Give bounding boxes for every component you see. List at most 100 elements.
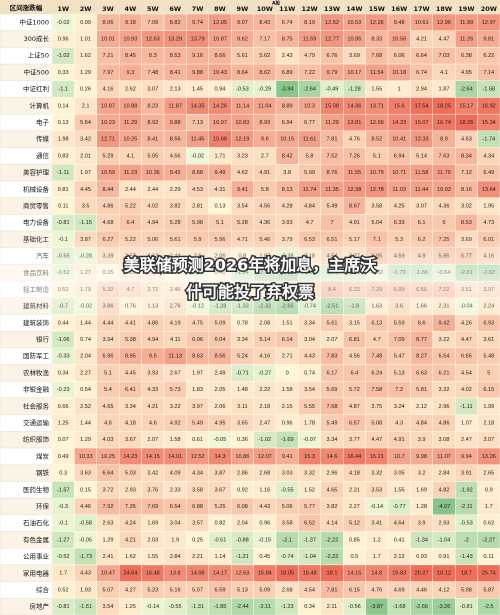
column-header: 12W <box>301 5 317 13</box>
cell-value: 3.63 <box>80 471 91 477</box>
cell-value: 14.23 <box>392 120 406 126</box>
cell-value: 2.96 <box>439 404 450 410</box>
cell-value: 8.41 <box>147 137 158 143</box>
cell-value: 16.92 <box>482 103 496 109</box>
cell-value: 9.18 <box>125 20 136 26</box>
cell-value: 3.9 <box>418 437 426 443</box>
cell-value: 4.09 <box>170 471 181 477</box>
row-label: 交通运输 <box>23 418 50 427</box>
corner-label: 区间涨跌幅 <box>10 3 43 12</box>
cell-value: -2.22 <box>326 554 339 560</box>
cell-value: 4.76 <box>371 587 382 593</box>
cell-value: 6.06 <box>394 53 405 59</box>
cell-value: 3.54 <box>237 203 248 209</box>
cell-value: 7.35 <box>125 504 136 510</box>
cell-value: -0.05 <box>214 437 227 443</box>
cell-value: 6.59 <box>215 587 226 593</box>
cell-value: 2.03 <box>147 537 158 543</box>
cell-value: -1.28 <box>348 87 361 93</box>
cell-value: 5.28 <box>170 220 181 226</box>
cell-value: 10.25 <box>123 137 137 143</box>
cell-value: 4.86 <box>439 420 450 426</box>
cell-value: 24.64 <box>123 571 137 577</box>
cell-value: 4.16 <box>103 87 114 93</box>
cell-value: 5.23 <box>147 587 158 593</box>
cell-value: 11.23 <box>124 170 138 176</box>
cell-value: 11.07 <box>437 454 451 460</box>
cell-value: 7.69 <box>147 504 158 510</box>
cell-value: 4.02 <box>461 387 472 393</box>
cell-value: 10.87 <box>101 103 115 109</box>
row-label: 中证1000 <box>19 17 49 26</box>
cell-value: -0.77 <box>393 504 406 510</box>
cell-value: 4.18 <box>349 471 360 477</box>
cell-value: 3.22 <box>170 404 181 410</box>
cell-value: 11.14 <box>236 103 250 109</box>
cell-value: 5.06 <box>282 504 293 510</box>
cell-value: 1.78 <box>304 420 315 426</box>
cell-value: 8.77 <box>416 337 427 343</box>
cell-value: 5.03 <box>125 471 136 477</box>
cell-value: 3.34 <box>125 404 136 410</box>
cell-value: 13.71 <box>370 103 384 109</box>
cell-value: -0.14 <box>146 604 159 610</box>
cell-value: 2.94 <box>416 87 427 93</box>
cell-value: 1.7 <box>485 504 493 510</box>
cell-value: 2.43 <box>282 53 293 59</box>
cell-value: 7.97 <box>103 70 114 76</box>
cell-value: 6.1 <box>418 220 426 226</box>
cell-value: 1.44 <box>80 420 91 426</box>
cell-value: 4.84 <box>304 203 315 209</box>
cell-value: 7.48 <box>147 70 158 76</box>
cell-value: 14.15 <box>347 571 361 577</box>
cell-value: 5.8 <box>306 153 314 159</box>
cell-value: 8.34 <box>461 153 472 159</box>
cell-value: 10.15 <box>280 137 294 143</box>
cell-value: 10.59 <box>101 170 115 176</box>
cell-value: 2.15 <box>282 404 293 410</box>
cell-value: 18.12 <box>437 571 451 577</box>
row-label: 煤炭 <box>36 451 50 460</box>
cell-value: -3.87 <box>370 604 383 610</box>
cell-value: 1.99 <box>483 404 494 410</box>
cell-value: 3.24 <box>394 404 405 410</box>
cell-value: 0.15 <box>80 487 91 493</box>
cell-value: 6.06 <box>192 337 203 343</box>
cell-value: 2.49 <box>215 370 226 376</box>
cell-value: 6.54 <box>439 354 450 360</box>
cell-value: 9.41 <box>237 187 248 193</box>
cell-value: 2.27 <box>349 504 360 510</box>
cell-value: 14.98 <box>191 571 205 577</box>
cell-value: 6.14 <box>282 337 293 343</box>
cell-value: 12.05 <box>213 20 227 26</box>
cell-value: 12.69 <box>370 120 384 126</box>
cell-value: 3.61 <box>483 337 494 343</box>
cell-value: 6.04 <box>215 337 226 343</box>
cell-value: -0.53 <box>236 87 249 93</box>
cell-value: 3.82 <box>170 203 181 209</box>
headline-line: 美联储预测2026年将加息，主席沃 <box>124 256 377 275</box>
cell-value: 3.32 <box>304 471 315 477</box>
cell-value: 4.82 <box>439 487 450 493</box>
cell-value: 2.21 <box>192 554 203 560</box>
cell-value: 8.45 <box>125 53 136 59</box>
cell-value: 9.48 <box>394 20 405 26</box>
column-header: 11W <box>279 5 295 13</box>
cell-value: 3.07 <box>416 203 427 209</box>
cell-value: 1.55 <box>147 554 158 560</box>
cell-value: 4.25 <box>394 203 405 209</box>
cell-value: 0.34 <box>304 604 315 610</box>
cell-value: 15.68 <box>213 137 227 143</box>
cell-value: 4.45 <box>125 370 136 376</box>
row-label: 环保 <box>36 501 50 510</box>
cell-value: 3.2 <box>418 471 426 477</box>
cell-value: -2.1 <box>282 537 292 543</box>
cell-value: 11.59 <box>303 37 317 43</box>
cell-value: 0.3 <box>59 471 67 477</box>
cell-value: 4.79 <box>304 53 315 59</box>
cell-value: -0.71 <box>236 370 249 376</box>
cell-value: 6.94 <box>282 120 293 126</box>
cell-value: 0.74 <box>80 337 91 343</box>
cell-value: 12.52 <box>325 20 339 26</box>
cell-value: 11.13 <box>168 354 182 360</box>
